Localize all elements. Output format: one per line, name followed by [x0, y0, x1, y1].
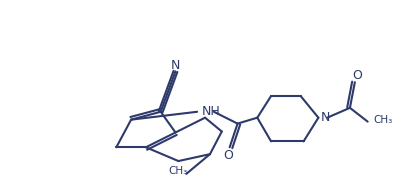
Text: N: N: [320, 111, 330, 124]
Text: CH₃: CH₃: [169, 166, 188, 176]
Text: NH: NH: [202, 105, 221, 118]
Text: O: O: [223, 149, 233, 162]
Text: N: N: [171, 59, 180, 72]
Text: O: O: [352, 69, 362, 82]
Text: CH₃: CH₃: [374, 115, 393, 125]
